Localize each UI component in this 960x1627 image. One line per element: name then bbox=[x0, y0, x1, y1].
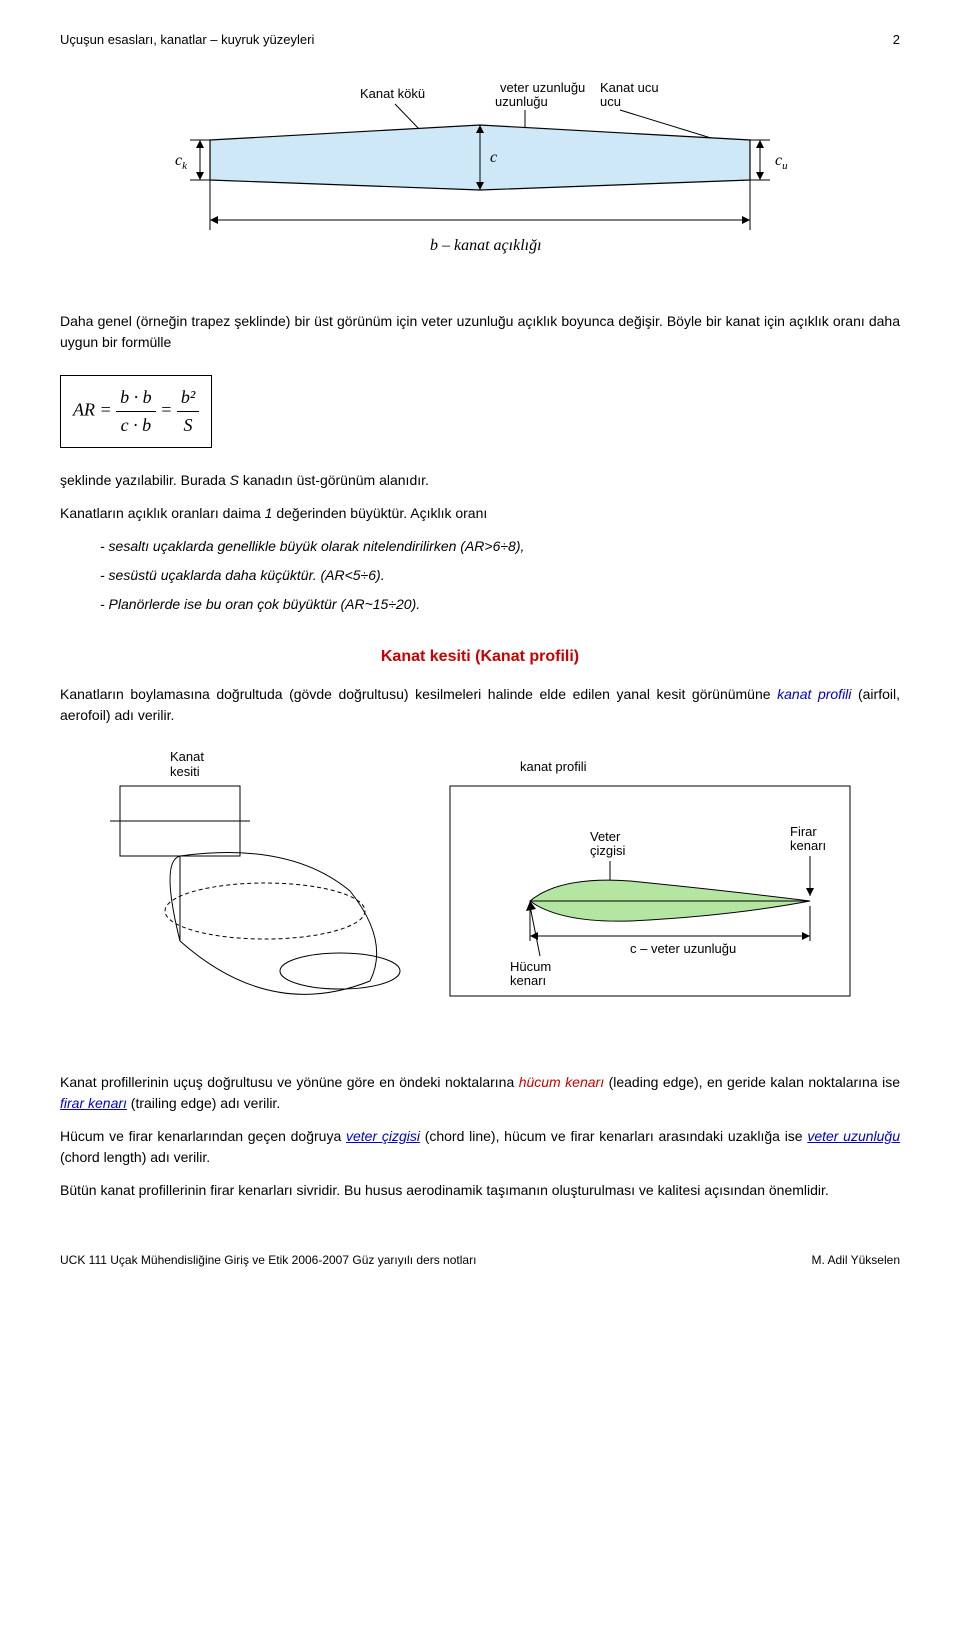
paragraph-2: şeklinde yazılabilir. Burada S kanadın ü… bbox=[60, 470, 900, 491]
label-cu: cu bbox=[775, 152, 788, 172]
paragraph-7: Bütün kanat profillerinin firar kenarlar… bbox=[60, 1180, 900, 1201]
paragraph-4: Kanatların boylamasına doğrultuda (gövde… bbox=[60, 684, 900, 726]
label-chord2: uzunluğu bbox=[495, 94, 548, 109]
wing-planform-diagram: Kanat kökü veter uzunluğu uzunluğu Kanat… bbox=[60, 80, 900, 286]
header-pagenum: 2 bbox=[893, 30, 900, 50]
footer-left: UCK 111 Uçak Mühendisliğine Giriş ve Eti… bbox=[60, 1251, 476, 1269]
label-veter: Veter bbox=[590, 829, 621, 844]
label-kesit: Kanat bbox=[170, 749, 204, 764]
label-firar: Firar bbox=[790, 824, 817, 839]
bullet-2: - sesüstü uçaklarda daha küçüktür. (AR<5… bbox=[100, 565, 900, 586]
paragraph-5: Kanat profillerinin uçuş doğrultusu ve y… bbox=[60, 1072, 900, 1114]
label-c: c bbox=[490, 149, 497, 166]
label-ck: ck bbox=[175, 152, 188, 172]
page-header: Uçuşun esasları, kanatlar – kuyruk yüzey… bbox=[60, 30, 900, 50]
label-root: Kanat kökü bbox=[360, 86, 425, 101]
footer-right: M. Adil Yükselen bbox=[812, 1251, 901, 1269]
svg-text:kesiti: kesiti bbox=[170, 764, 200, 779]
formula-ar: AR = b · bc · b = b²S bbox=[60, 365, 900, 458]
label-hucum: Hücum bbox=[510, 959, 551, 974]
paragraph-1: Daha genel (örneğin trapez şeklinde) bir… bbox=[60, 311, 900, 353]
airfoil-diagram: Kanat kesiti kanat profili Veter çizgisi… bbox=[60, 741, 900, 1047]
paragraph-3: Kanatların açıklık oranları daima 1 değe… bbox=[60, 503, 900, 524]
svg-text:çizgisi: çizgisi bbox=[590, 843, 626, 858]
bullet-3: - Planörlerde ise bu oran çok büyüktür (… bbox=[100, 594, 900, 615]
label-profil: kanat profili bbox=[520, 759, 587, 774]
svg-text:ucu: ucu bbox=[600, 94, 621, 109]
page-footer: UCK 111 Uçak Mühendisliğine Giriş ve Eti… bbox=[60, 1251, 900, 1269]
header-left: Uçuşun esasları, kanatlar – kuyruk yüzey… bbox=[60, 30, 314, 50]
wing-3d-body bbox=[170, 852, 377, 994]
label-span: b – kanat açıklığı bbox=[430, 237, 542, 254]
label-chord: veter uzunluğu bbox=[500, 80, 585, 95]
svg-text:kenarı: kenarı bbox=[790, 838, 826, 853]
paragraph-6: Hücum ve firar kenarlarından geçen doğru… bbox=[60, 1126, 900, 1168]
bullet-1: - sesaltı uçaklarda genellikle büyük ola… bbox=[100, 536, 900, 557]
section-title: Kanat kesiti (Kanat profili) bbox=[60, 645, 900, 669]
label-tip: Kanat ucu bbox=[600, 80, 659, 95]
svg-text:kenarı: kenarı bbox=[510, 973, 546, 988]
label-cveter: c – veter uzunluğu bbox=[630, 941, 736, 956]
